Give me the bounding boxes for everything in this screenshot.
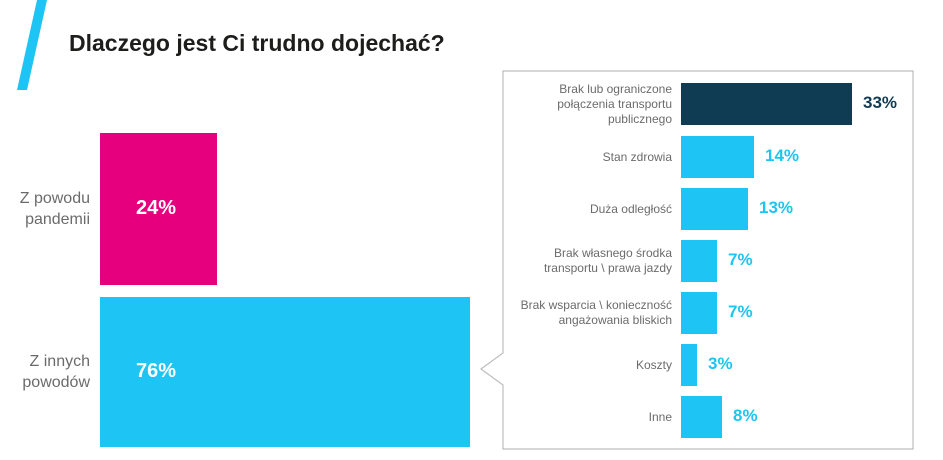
detail-bar — [681, 344, 697, 386]
detail-value-label: 33% — [863, 93, 898, 112]
detail-bar — [681, 136, 754, 178]
detail-bar — [681, 292, 717, 334]
detail-category-label: Brak wsparcia \ konieczność angażowania b… — [497, 298, 672, 328]
detail-category-label: Inne — [497, 410, 672, 425]
detail-value-label: 7% — [728, 302, 753, 321]
main-category-label: Z innych powodów — [2, 351, 90, 393]
main-category-label-line: pandemii — [25, 211, 90, 228]
detail-category-label-line: Brak wsparcia \ konieczność — [520, 298, 672, 312]
detail-value-label: 3% — [708, 354, 733, 373]
detail-value-label: 8% — [733, 406, 758, 425]
detail-bar — [681, 188, 748, 230]
detail-category-label-line: publicznego — [607, 111, 672, 126]
detail-category-label-line: Brak lub ograniczone — [559, 81, 672, 96]
detail-category-label: Stan zdrowia — [497, 150, 672, 165]
detail-category-label-line: Duża odległość — [589, 201, 672, 216]
detail-category-label-line: Brak własnego środka — [553, 246, 672, 260]
detail-category-label-line: transportu \ prawa jazdy — [543, 261, 672, 275]
detail-category-label-line: Stan zdrowia — [602, 149, 672, 164]
main-category-label-line: powodów — [22, 374, 90, 391]
detail-category-label-line: Inne — [648, 409, 672, 424]
detail-value-label: 13% — [759, 198, 794, 217]
detail-category-label: Koszty — [497, 358, 672, 373]
main-bar — [100, 297, 470, 447]
detail-category-label: Duża odległość — [497, 202, 672, 217]
detail-category-label-line: Koszty — [635, 357, 672, 372]
main-value-label: 24% — [136, 197, 177, 219]
detail-bar — [681, 396, 722, 438]
chart-title: Dlaczego jest Ci trudno dojechać? — [69, 30, 445, 56]
detail-value-label: 14% — [765, 146, 800, 165]
detail-bar — [681, 83, 852, 125]
main-category-label-line: Z innych — [29, 353, 90, 370]
main-category-label: Z powodu pandemii — [2, 188, 90, 230]
main-value-label: 76% — [136, 360, 177, 382]
main-bar — [100, 133, 217, 285]
detail-category-label: Brak własnego środka transportu \ prawa j… — [497, 246, 672, 276]
detail-bar — [681, 240, 717, 282]
detail-category-label-line: połączenia transportu — [557, 96, 672, 111]
detail-category-label-line: angażowania bliskich — [558, 313, 672, 327]
detail-value-label: 7% — [728, 250, 753, 269]
main-category-label-line: Z powodu — [19, 190, 90, 207]
detail-category-label: Brak lub ograniczone połączenia transport… — [497, 82, 672, 127]
